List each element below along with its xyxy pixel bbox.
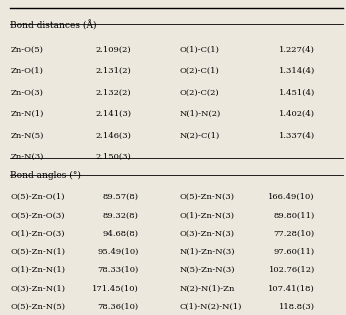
Text: O(2)-C(2): O(2)-C(2) xyxy=(180,89,220,96)
Text: 118.8(3): 118.8(3) xyxy=(279,303,315,311)
Text: O(1)-C(1): O(1)-C(1) xyxy=(180,46,220,54)
Text: O(1)-Zn-O(3): O(1)-Zn-O(3) xyxy=(10,230,65,238)
Text: N(5)-Zn-N(3): N(5)-Zn-N(3) xyxy=(180,266,235,274)
Text: 97.60(11): 97.60(11) xyxy=(274,248,315,256)
Text: Zn-O(5): Zn-O(5) xyxy=(10,46,43,54)
Text: N(2)-N(1)-Zn: N(2)-N(1)-Zn xyxy=(180,284,235,292)
Text: O(5)-Zn-N(3): O(5)-Zn-N(3) xyxy=(180,193,235,201)
Text: Bond distances (Å): Bond distances (Å) xyxy=(10,20,97,31)
Text: O(3)-Zn-N(3): O(3)-Zn-N(3) xyxy=(180,230,235,238)
Text: 89.57(8): 89.57(8) xyxy=(102,193,138,201)
Text: Bond angles (°): Bond angles (°) xyxy=(10,171,81,180)
Text: O(1)-Zn-N(3): O(1)-Zn-N(3) xyxy=(180,211,235,219)
Text: N(1)-N(2): N(1)-N(2) xyxy=(180,110,221,118)
Text: 95.49(10): 95.49(10) xyxy=(97,248,138,256)
Text: 89.32(8): 89.32(8) xyxy=(102,211,138,219)
Text: 77.28(10): 77.28(10) xyxy=(274,230,315,238)
Text: Zn-N(1): Zn-N(1) xyxy=(10,110,44,118)
Text: O(5)-Zn-O(1): O(5)-Zn-O(1) xyxy=(10,193,65,201)
Text: 2.150(3): 2.150(3) xyxy=(96,153,131,161)
Text: 2.132(2): 2.132(2) xyxy=(96,89,131,96)
Text: 2.131(2): 2.131(2) xyxy=(96,67,131,75)
Text: 94.68(8): 94.68(8) xyxy=(102,230,138,238)
Text: 166.49(10): 166.49(10) xyxy=(268,193,315,201)
Text: 2.146(3): 2.146(3) xyxy=(95,131,131,139)
Text: Zn-N(3): Zn-N(3) xyxy=(10,153,44,161)
Text: 1.227(4): 1.227(4) xyxy=(279,46,315,54)
Text: 102.76(12): 102.76(12) xyxy=(268,266,315,274)
Text: 78.36(10): 78.36(10) xyxy=(97,303,138,311)
Text: 1.337(4): 1.337(4) xyxy=(279,131,315,139)
Text: 107.41(18): 107.41(18) xyxy=(268,284,315,292)
Text: Zn-O(1): Zn-O(1) xyxy=(10,67,43,75)
Text: N(1)-Zn-N(3): N(1)-Zn-N(3) xyxy=(180,248,235,256)
Text: C(1)-N(2)-N(1): C(1)-N(2)-N(1) xyxy=(180,303,242,311)
Text: O(5)-Zn-N(1): O(5)-Zn-N(1) xyxy=(10,248,65,256)
Text: O(2)-C(1): O(2)-C(1) xyxy=(180,67,220,75)
Text: O(1)-Zn-N(1): O(1)-Zn-N(1) xyxy=(10,266,65,274)
Text: 78.33(10): 78.33(10) xyxy=(97,266,138,274)
Text: 1.451(4): 1.451(4) xyxy=(279,89,315,96)
Text: Zn-O(3): Zn-O(3) xyxy=(10,89,43,96)
Text: 2.109(2): 2.109(2) xyxy=(96,46,131,54)
Text: 1.314(4): 1.314(4) xyxy=(279,67,315,75)
Text: 171.45(10): 171.45(10) xyxy=(92,284,138,292)
Text: 1.402(4): 1.402(4) xyxy=(279,110,315,118)
Text: O(5)-Zn-N(5): O(5)-Zn-N(5) xyxy=(10,303,65,311)
Text: 2.141(3): 2.141(3) xyxy=(95,110,131,118)
Text: N(2)-C(1): N(2)-C(1) xyxy=(180,131,220,139)
Text: 89.80(11): 89.80(11) xyxy=(274,211,315,219)
Text: O(5)-Zn-O(3): O(5)-Zn-O(3) xyxy=(10,211,65,219)
Text: Zn-N(5): Zn-N(5) xyxy=(10,131,44,139)
Text: O(3)-Zn-N(1): O(3)-Zn-N(1) xyxy=(10,284,65,292)
